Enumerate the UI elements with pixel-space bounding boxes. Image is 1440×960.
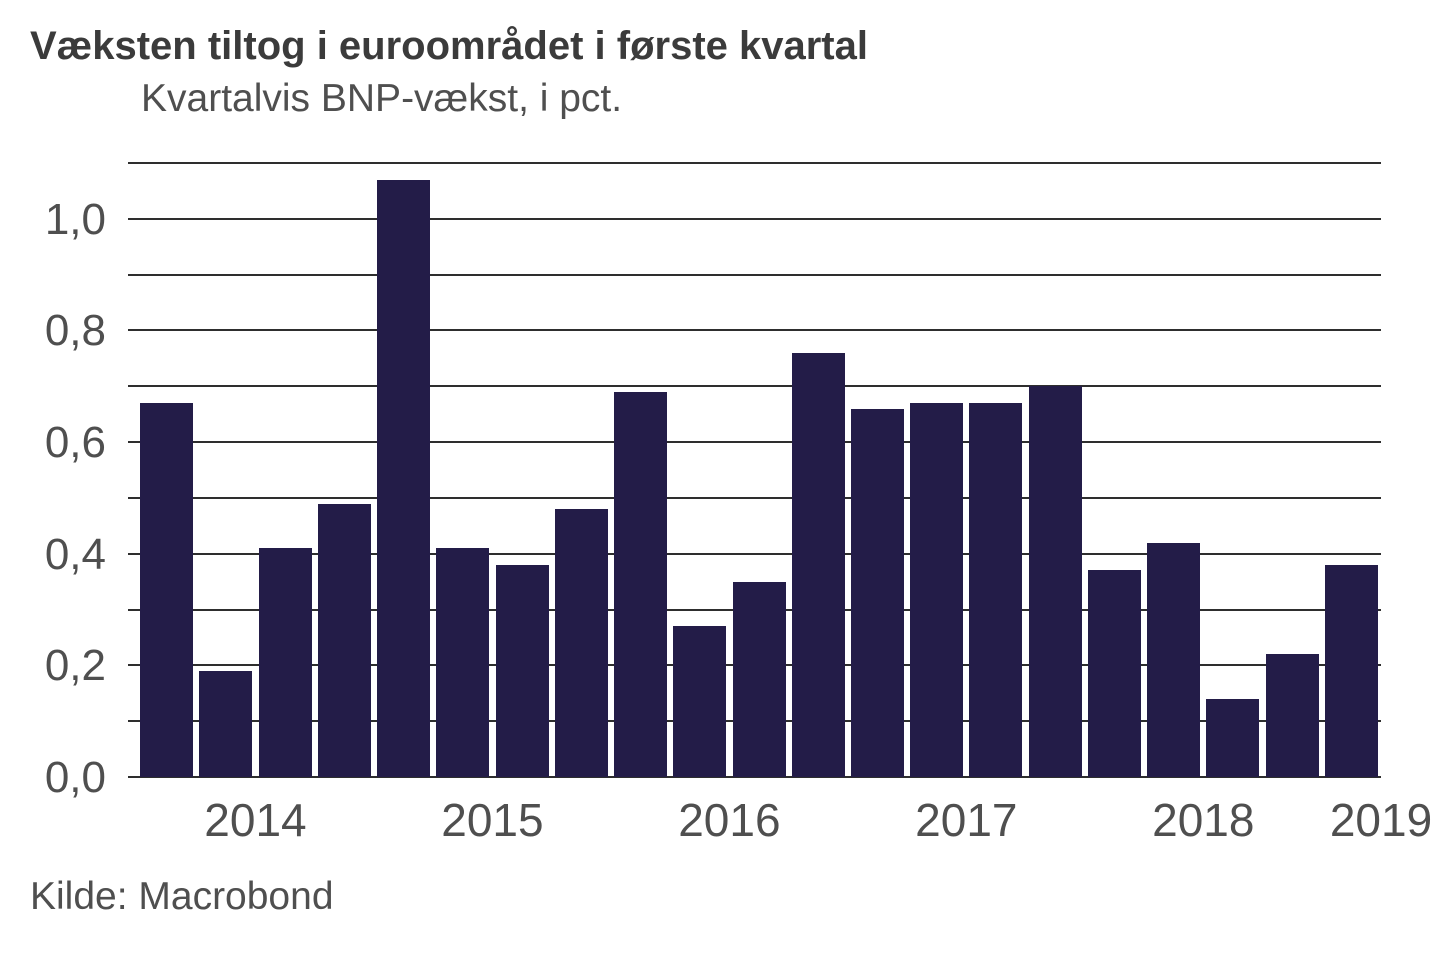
y-axis-tick [128, 329, 137, 332]
x-axis-label: 2016 [678, 794, 781, 846]
bar [1206, 698, 1260, 777]
bar [732, 581, 786, 777]
bar [850, 408, 904, 777]
gridline [137, 496, 1381, 499]
bar [140, 403, 194, 777]
y-axis-tick [128, 496, 137, 499]
bar [791, 352, 845, 777]
bar [199, 670, 253, 777]
y-axis-tick [128, 664, 137, 667]
y-axis-label: 0,2 [44, 641, 106, 691]
bar [1265, 654, 1319, 777]
gridline [137, 441, 1381, 444]
bar [1028, 386, 1082, 777]
bar [969, 403, 1023, 777]
bar [673, 626, 727, 777]
bar [377, 179, 431, 777]
bar [1324, 564, 1378, 777]
gridline [137, 217, 1381, 220]
bar [614, 391, 668, 777]
x-axis-label: 2015 [441, 794, 544, 846]
bar [258, 548, 312, 777]
y-axis-label: 0,0 [44, 753, 106, 802]
x-axis-label: 2018 [1152, 794, 1255, 846]
gridline [137, 329, 1381, 332]
y-axis-tick [128, 608, 137, 611]
y-axis-tick [128, 385, 137, 388]
x-axis-label: 2019 [1329, 794, 1433, 846]
x-axis-label: 2014 [204, 794, 307, 846]
gridline [137, 385, 1381, 388]
y-axis-tick [128, 162, 137, 164]
bar [495, 564, 549, 777]
gridline [137, 776, 1381, 778]
source-note: Kilde: Macrobond [30, 875, 334, 918]
y-axis-tick [128, 720, 137, 723]
y-axis-label: 0,4 [44, 529, 106, 579]
gridline [137, 162, 1381, 164]
bar [317, 503, 371, 777]
y-axis-label: 0,8 [44, 306, 106, 356]
bar [554, 509, 608, 777]
y-axis-label: 1,0 [44, 194, 106, 244]
bar [1087, 570, 1141, 777]
plot-area: 0,0 0,2 0,4 0,6 0,8 1,0 2014 2015 2016 2017 2018 20… [45, 162, 1432, 843]
y-axis-label: 0,6 [44, 418, 106, 468]
gridline [137, 552, 1381, 555]
y-axis-tick [128, 441, 137, 444]
chart-subtitle: Kvartalvis BNP-vækst, i pct. [141, 77, 623, 120]
chart-title: Væksten tiltog i euroområdet i første kv… [30, 24, 868, 68]
y-axis-tick [128, 552, 137, 555]
y-axis-tick [128, 217, 137, 220]
bar [436, 548, 490, 777]
bar [910, 403, 964, 777]
gridline [137, 273, 1381, 276]
y-axis-tick [128, 776, 137, 778]
x-axis-label: 2017 [915, 794, 1018, 846]
bar [1147, 542, 1201, 777]
y-axis-tick [128, 273, 137, 276]
